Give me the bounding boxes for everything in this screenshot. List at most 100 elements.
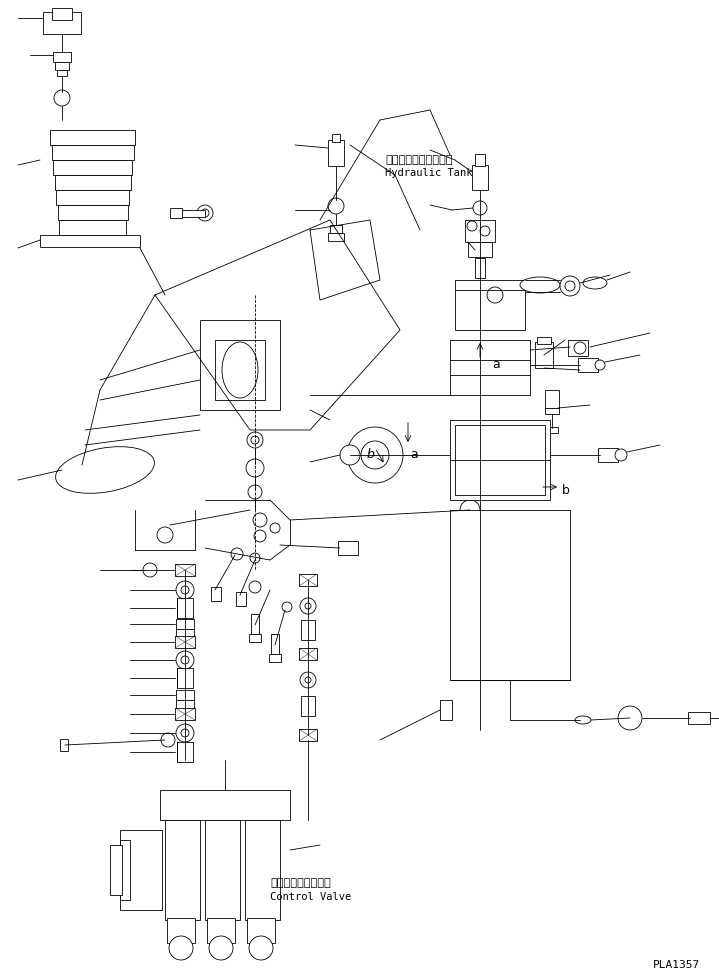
Circle shape [143,563,157,577]
Bar [175,708,195,720]
Ellipse shape [583,277,607,289]
Circle shape [340,445,360,465]
Bar [180,210,205,217]
Bar [450,420,550,500]
Text: a: a [492,358,500,371]
Bar [55,175,131,190]
Text: Hydraulic Tank: Hydraulic Tank [385,168,472,178]
Ellipse shape [520,277,560,293]
Bar [271,634,279,654]
Bar [50,130,135,145]
Circle shape [460,500,480,520]
Circle shape [249,936,273,960]
Circle shape [480,226,490,236]
Bar [43,12,81,34]
Text: b: b [367,448,375,461]
Bar [330,225,342,233]
Circle shape [246,459,264,477]
Circle shape [201,209,209,217]
Circle shape [467,221,477,231]
Bar [215,340,265,400]
Bar [60,739,68,751]
Circle shape [249,581,261,593]
Circle shape [473,201,487,215]
Text: Control Valve: Control Valve [270,892,352,902]
Circle shape [250,553,260,563]
Bar [52,8,72,20]
Bar [299,729,317,741]
Bar [200,320,280,410]
Circle shape [231,548,243,560]
Ellipse shape [575,716,591,724]
Circle shape [565,281,575,291]
Circle shape [253,513,267,527]
Bar [301,620,315,640]
Bar [465,220,495,242]
Circle shape [197,205,213,221]
Circle shape [300,598,316,614]
Bar [56,190,129,205]
Bar [546,427,558,433]
Bar [301,696,315,716]
Circle shape [305,677,311,683]
Bar [269,654,281,662]
Circle shape [157,527,173,543]
Bar [110,845,122,895]
Bar [120,830,162,910]
Bar [207,918,235,943]
Bar [176,629,194,639]
Circle shape [270,523,280,533]
Bar [167,918,195,943]
Bar [59,220,126,235]
Ellipse shape [222,342,258,398]
Bar [160,790,290,820]
Ellipse shape [55,446,155,493]
Bar [251,614,259,634]
Bar [170,208,182,218]
Bar [598,448,618,462]
Bar [328,140,344,166]
Bar [57,70,67,76]
Bar [455,425,545,495]
Bar [328,233,344,241]
Circle shape [595,360,605,370]
Bar [177,742,193,762]
Bar [245,820,280,920]
Bar [177,668,193,688]
Circle shape [181,729,189,737]
Circle shape [560,276,580,296]
Bar [236,592,246,606]
Circle shape [361,441,389,469]
Bar [475,154,485,166]
Bar [211,587,221,601]
Bar [450,510,570,680]
Circle shape [209,936,233,960]
Circle shape [161,733,175,747]
Circle shape [251,436,259,444]
Bar [332,134,340,142]
Circle shape [300,672,316,688]
Circle shape [248,485,262,499]
Text: PLA1357: PLA1357 [653,960,700,970]
Bar [545,408,559,414]
Bar [249,634,261,642]
Text: b: b [562,484,570,497]
Bar [472,165,488,190]
Bar [578,358,598,372]
Bar [299,574,317,586]
Bar [537,337,551,344]
Circle shape [305,603,311,609]
Text: a: a [410,448,418,461]
Circle shape [487,287,503,303]
Bar [53,52,71,62]
Bar [688,712,710,724]
Text: ハイドロリックタンク: ハイドロリックタンク [385,155,452,165]
Circle shape [615,449,627,461]
Bar [58,205,127,220]
Bar [52,145,134,160]
Bar [455,280,525,330]
Circle shape [181,586,189,594]
Bar [177,598,193,618]
Circle shape [574,342,586,354]
Circle shape [347,427,403,483]
